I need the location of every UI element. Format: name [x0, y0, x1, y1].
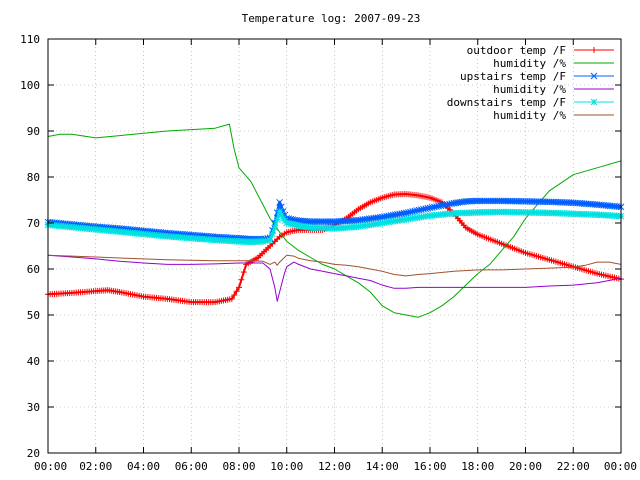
legend-marker — [590, 72, 598, 80]
y-tick-label: 40 — [27, 355, 40, 368]
data-point — [266, 236, 274, 244]
series-4 — [44, 208, 625, 246]
legend-label: humidity /% — [493, 83, 566, 96]
data-point — [228, 295, 235, 302]
data-point — [240, 269, 247, 276]
x-tick-label: 08:00 — [222, 460, 255, 473]
y-tick-label: 50 — [27, 309, 40, 322]
data-point — [271, 224, 279, 231]
data-point — [238, 276, 245, 283]
x-tick-label: 00:00 — [604, 460, 637, 473]
x-tick-label: 14:00 — [366, 460, 399, 473]
x-tick-label: 04:00 — [127, 460, 160, 473]
data-point — [236, 284, 242, 291]
legend-label: downstairs temp /F — [447, 96, 566, 109]
series-line — [47, 123, 622, 318]
axes: 20 30 40 50 60 70 80 90 100 110 00:00 02:00 04:00 06:… — [20, 33, 637, 473]
legend-marker — [590, 98, 598, 106]
legend-marker — [591, 47, 597, 53]
x-tick-label: 16:00 — [413, 460, 446, 473]
legend-label: humidity /% — [493, 109, 566, 122]
y-tick-label: 60 — [27, 263, 40, 276]
data-point — [269, 230, 276, 238]
x-tick-label: 20:00 — [509, 460, 542, 473]
x-tick-label: 02:00 — [79, 460, 112, 473]
y-tick-label: 20 — [27, 447, 40, 460]
chart-title: Temperature log: 2007-09-23 — [242, 12, 421, 25]
y-tick-label: 80 — [27, 171, 40, 184]
series-line — [47, 254, 622, 277]
legend-label: outdoor temp /F — [467, 44, 566, 57]
x-tick-label: 22:00 — [557, 460, 590, 473]
x-tick-label: 06:00 — [175, 460, 208, 473]
x-tick-label: 12:00 — [318, 460, 351, 473]
y-tick-label: 110 — [20, 33, 40, 46]
x-tick-label: 18:00 — [461, 460, 494, 473]
x-tick-label: 00:00 — [34, 460, 67, 473]
series-layer — [44, 123, 625, 318]
y-tick-label: 70 — [27, 217, 40, 230]
series-3 — [47, 254, 622, 302]
series-line — [47, 254, 622, 302]
data-point — [233, 288, 240, 295]
data-point — [276, 198, 283, 206]
y-tick-label: 90 — [27, 125, 40, 138]
data-point — [231, 292, 238, 299]
x-tick-label: 10:00 — [270, 460, 303, 473]
y-tick-label: 100 — [20, 79, 40, 92]
legend-label: humidity /% — [493, 57, 566, 70]
series-1 — [47, 123, 622, 318]
series-5 — [47, 254, 622, 277]
y-tick-label: 30 — [27, 401, 40, 414]
grid — [48, 39, 621, 453]
legend-label: upstairs temp /F — [460, 70, 566, 83]
